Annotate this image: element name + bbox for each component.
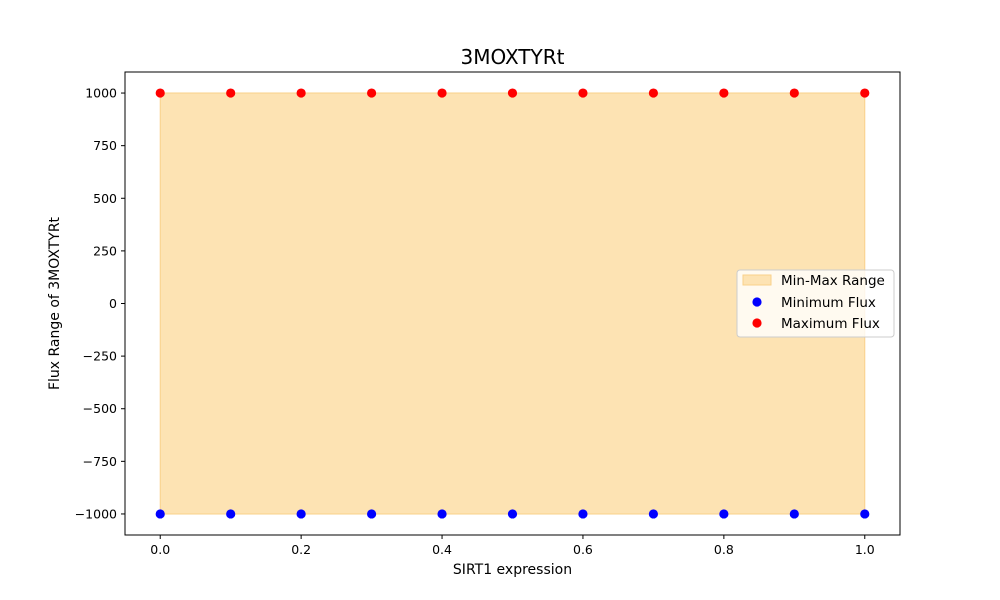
minimum-flux-point [578, 509, 588, 519]
legend-marker-minimum-flux [752, 297, 762, 307]
minimum-flux-point [155, 509, 165, 519]
y-tick-label: 250 [93, 243, 117, 258]
minimum-flux-point [366, 509, 377, 519]
y-tick-label: 750 [93, 138, 117, 153]
minimum-flux-point [789, 509, 799, 519]
legend-swatch-min-max-range [742, 274, 772, 286]
minimum-flux-point [437, 509, 447, 519]
maximum-flux-point [155, 88, 165, 98]
legend-box [736, 269, 895, 338]
maximum-flux-point [789, 88, 799, 98]
y-axis-label: Flux Range of 3MOXTYRt [47, 216, 63, 390]
legend: Min-Max Range Minimum Flux Maximum Flux [736, 269, 895, 338]
maximum-flux-point [437, 88, 447, 98]
x-tick-label: 0.8 [714, 542, 734, 557]
maximum-flux-point [578, 88, 588, 98]
minimum-flux-point [719, 509, 729, 519]
legend-label-min-max-range: Min-Max Range [781, 273, 885, 289]
x-tick-label: 0.4 [432, 542, 452, 557]
maximum-flux-point [366, 88, 377, 98]
y-tick-label: 500 [93, 191, 117, 206]
x-tick-label: 0.2 [291, 542, 311, 557]
minimum-flux-point [226, 509, 236, 519]
x-axis-label: SIRT1 expression [453, 562, 572, 578]
chart-title: 3MOXTYRt [461, 45, 565, 69]
y-tick-label: −250 [83, 349, 117, 364]
y-tick-label: −1000 [75, 506, 117, 521]
legend-marker-maximum-flux [752, 318, 762, 328]
maximum-flux-point [226, 88, 236, 98]
y-axis-ticks: −1000 −750 −500 −250 0 250 500 750 1000 [75, 86, 125, 521]
x-axis-ticks: 0.0 0.2 0.4 0.6 0.8 1.0 [150, 535, 875, 557]
minimum-flux-point [648, 509, 659, 519]
y-tick-label: 0 [109, 296, 117, 311]
legend-label-maximum-flux: Maximum Flux [781, 316, 880, 332]
points-layer [155, 88, 870, 519]
maximum-flux-point [860, 88, 870, 98]
y-tick-label: −500 [83, 401, 117, 416]
maximum-flux-point [719, 88, 729, 98]
x-tick-label: 0.6 [573, 542, 593, 557]
maximum-flux-point [507, 88, 518, 98]
y-tick-label: −750 [83, 454, 117, 469]
legend-label-minimum-flux: Minimum Flux [781, 295, 876, 311]
minimum-flux-point [860, 509, 870, 519]
maximum-flux-point [296, 88, 306, 98]
x-tick-label: 1.0 [855, 542, 875, 557]
y-tick-label: 1000 [85, 86, 117, 101]
x-tick-label: 0.0 [150, 542, 170, 557]
minimum-flux-point [296, 509, 306, 519]
minimum-flux-point [507, 509, 518, 519]
maximum-flux-point [648, 88, 659, 98]
